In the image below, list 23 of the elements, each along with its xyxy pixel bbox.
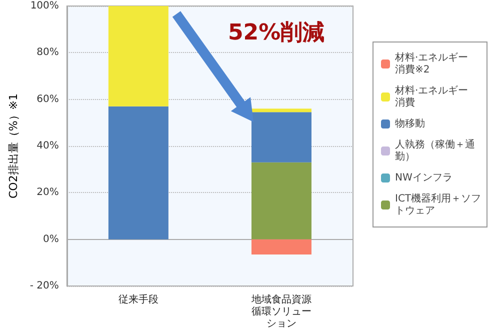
y-tick-label: 80% bbox=[36, 47, 59, 58]
x-tick-label: 従来手段 bbox=[118, 294, 158, 306]
legend-label: 材料·エネルギー消費※2 bbox=[394, 52, 468, 76]
bar bbox=[251, 162, 312, 240]
legend-label: NWインフラ bbox=[395, 172, 452, 184]
y-tick-label: - 20% bbox=[30, 280, 59, 292]
x-tick-label: 地域食品資源循環ソリューション bbox=[250, 294, 312, 330]
y-tick-label: 0% bbox=[43, 234, 59, 245]
y-tick-label: 60% bbox=[36, 94, 59, 105]
bar bbox=[251, 112, 312, 162]
bar bbox=[108, 106, 168, 240]
y-tick-label: 40% bbox=[36, 140, 59, 152]
annotation: 52%削減 bbox=[228, 20, 325, 46]
bar bbox=[251, 239, 312, 254]
bar bbox=[108, 6, 168, 106]
legend-label: 物移動 bbox=[395, 118, 425, 130]
y-tick-label: 20% bbox=[36, 187, 59, 198]
bar bbox=[251, 108, 312, 112]
legend-label: 材料·エネルギー消費 bbox=[394, 84, 468, 108]
legend-label: ICT機器利用＋ソフトウェア bbox=[395, 192, 482, 216]
y-tick-label: 100% bbox=[30, 0, 59, 12]
y-axis-title: CO2排出量（%）※1 bbox=[7, 93, 20, 199]
legend-label: 人執務（稼働＋通勤） bbox=[395, 138, 475, 162]
